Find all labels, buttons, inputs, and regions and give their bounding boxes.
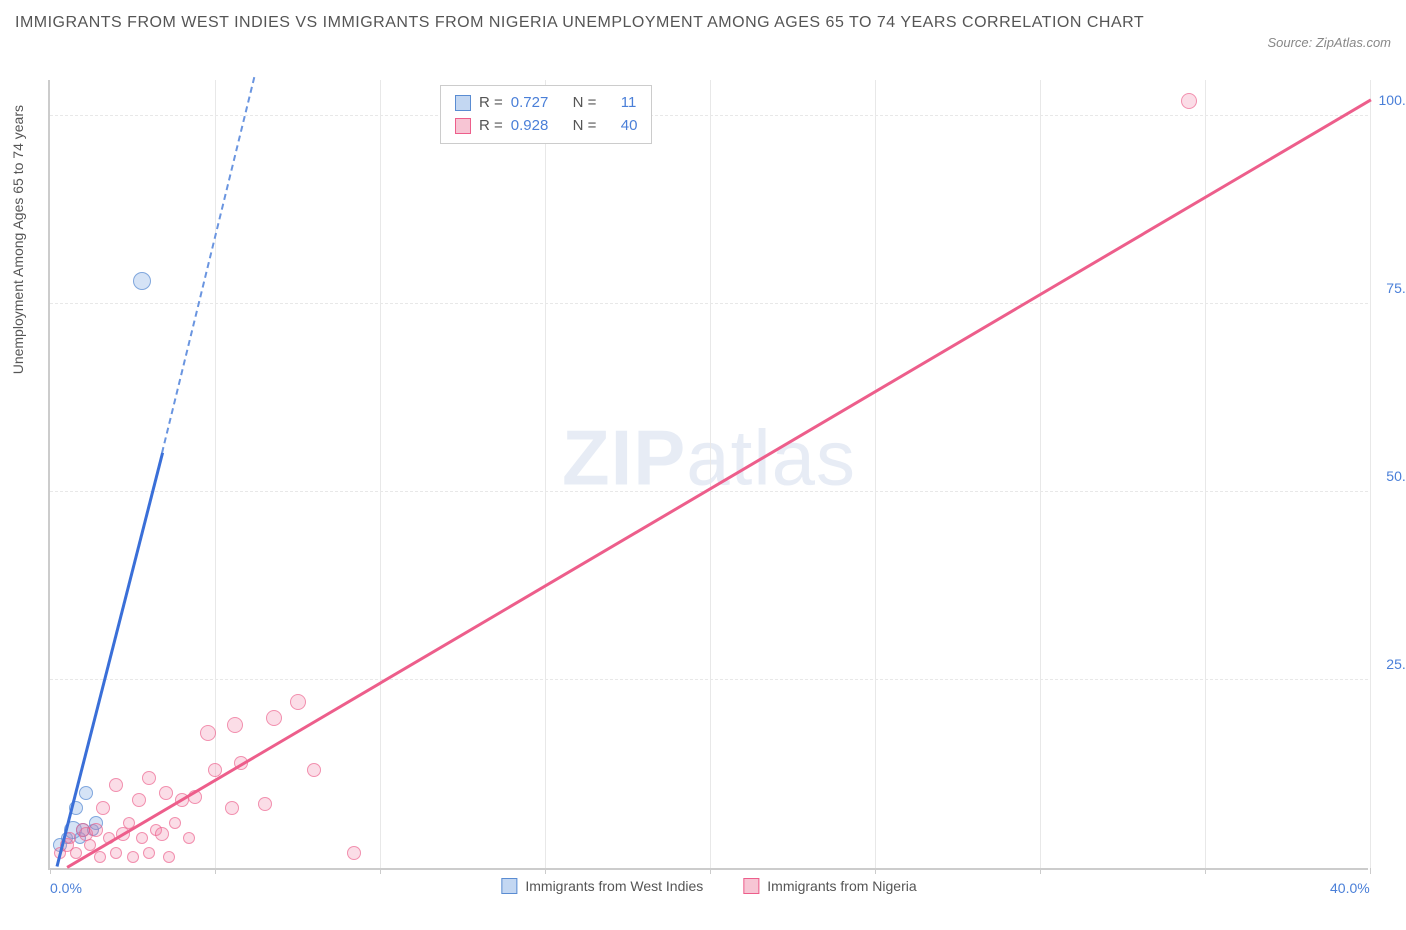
n-label-2: N = bbox=[573, 115, 597, 138]
y-tick-label: 50.0% bbox=[1386, 468, 1406, 484]
legend-label-1: Immigrants from West Indies bbox=[525, 878, 703, 894]
trend-line bbox=[161, 77, 255, 454]
scatter-point bbox=[1181, 93, 1197, 109]
grid-v bbox=[215, 80, 216, 868]
scatter-point bbox=[127, 851, 139, 863]
grid-h bbox=[50, 491, 1368, 492]
legend-label-2: Immigrants from Nigeria bbox=[767, 878, 916, 894]
scatter-point bbox=[347, 846, 361, 860]
x-tick-mark bbox=[1040, 868, 1041, 874]
n-value-1: 11 bbox=[621, 92, 637, 115]
x-tick-label: 40.0% bbox=[1330, 880, 1370, 896]
grid-h bbox=[50, 303, 1368, 304]
x-tick-label: 0.0% bbox=[50, 880, 82, 896]
grid-v bbox=[710, 80, 711, 868]
r-label: R = bbox=[479, 92, 503, 115]
swatch-pink-icon bbox=[455, 118, 471, 134]
y-tick-label: 25.0% bbox=[1386, 656, 1406, 672]
x-tick-mark bbox=[1205, 868, 1206, 874]
scatter-point bbox=[290, 694, 306, 710]
x-tick-mark bbox=[710, 868, 711, 874]
scatter-point bbox=[307, 763, 321, 777]
scatter-point bbox=[133, 272, 151, 290]
r-label-2: R = bbox=[479, 115, 503, 138]
y-axis-label: Unemployment Among Ages 65 to 74 years bbox=[10, 105, 26, 374]
scatter-point bbox=[89, 823, 103, 837]
source-label: Source: ZipAtlas.com bbox=[1267, 35, 1391, 50]
scatter-point bbox=[227, 717, 243, 733]
legend-swatch-blue-icon bbox=[501, 878, 517, 894]
scatter-point bbox=[159, 786, 173, 800]
grid-v bbox=[875, 80, 876, 868]
stats-row-2: R = 0.928 N = 40 bbox=[455, 115, 637, 138]
scatter-point bbox=[132, 793, 146, 807]
scatter-point bbox=[79, 786, 93, 800]
n-label: N = bbox=[573, 92, 597, 115]
scatter-point bbox=[109, 778, 123, 792]
y-tick-label: 75.0% bbox=[1386, 280, 1406, 296]
legend-item-1: Immigrants from West Indies bbox=[501, 878, 703, 894]
scatter-point bbox=[94, 851, 106, 863]
grid-h bbox=[50, 115, 1368, 116]
x-tick-mark bbox=[215, 868, 216, 874]
stats-row-1: R = 0.727 N = 11 bbox=[455, 92, 637, 115]
x-tick-mark bbox=[1370, 868, 1371, 874]
n-value-2: 40 bbox=[621, 115, 638, 138]
grid-v bbox=[545, 80, 546, 868]
chart-title: IMMIGRANTS FROM WEST INDIES VS IMMIGRANT… bbox=[15, 10, 1144, 36]
scatter-point bbox=[169, 817, 181, 829]
y-tick-label: 100.0% bbox=[1379, 92, 1406, 108]
legend-item-2: Immigrants from Nigeria bbox=[743, 878, 916, 894]
scatter-point bbox=[142, 771, 156, 785]
x-tick-mark bbox=[545, 868, 546, 874]
r-value-2: 0.928 bbox=[511, 115, 549, 138]
stats-legend: R = 0.727 N = 11 R = 0.928 N = 40 bbox=[440, 85, 652, 144]
r-value-1: 0.727 bbox=[511, 92, 549, 115]
scatter-point bbox=[155, 827, 169, 841]
scatter-point bbox=[200, 725, 216, 741]
trend-line bbox=[66, 98, 1371, 868]
scatter-point bbox=[266, 710, 282, 726]
grid-v bbox=[1370, 80, 1371, 868]
scatter-point bbox=[143, 847, 155, 859]
title-bar: IMMIGRANTS FROM WEST INDIES VS IMMIGRANT… bbox=[15, 10, 1391, 50]
scatter-point bbox=[110, 847, 122, 859]
legend-swatch-pink-icon bbox=[743, 878, 759, 894]
grid-v bbox=[1040, 80, 1041, 868]
scatter-point bbox=[225, 801, 239, 815]
scatter-point bbox=[183, 832, 195, 844]
swatch-blue-icon bbox=[455, 95, 471, 111]
chart-area: Unemployment Among Ages 65 to 74 years Z… bbox=[48, 80, 1368, 870]
x-tick-mark bbox=[875, 868, 876, 874]
scatter-point bbox=[163, 851, 175, 863]
scatter-point bbox=[96, 801, 110, 815]
scatter-point bbox=[136, 832, 148, 844]
bottom-legend: Immigrants from West Indies Immigrants f… bbox=[501, 878, 916, 894]
grid-h bbox=[50, 679, 1368, 680]
scatter-point bbox=[258, 797, 272, 811]
x-tick-mark bbox=[380, 868, 381, 874]
watermark-bold: ZIP bbox=[562, 414, 686, 502]
x-tick-mark bbox=[50, 868, 51, 874]
grid-v bbox=[380, 80, 381, 868]
